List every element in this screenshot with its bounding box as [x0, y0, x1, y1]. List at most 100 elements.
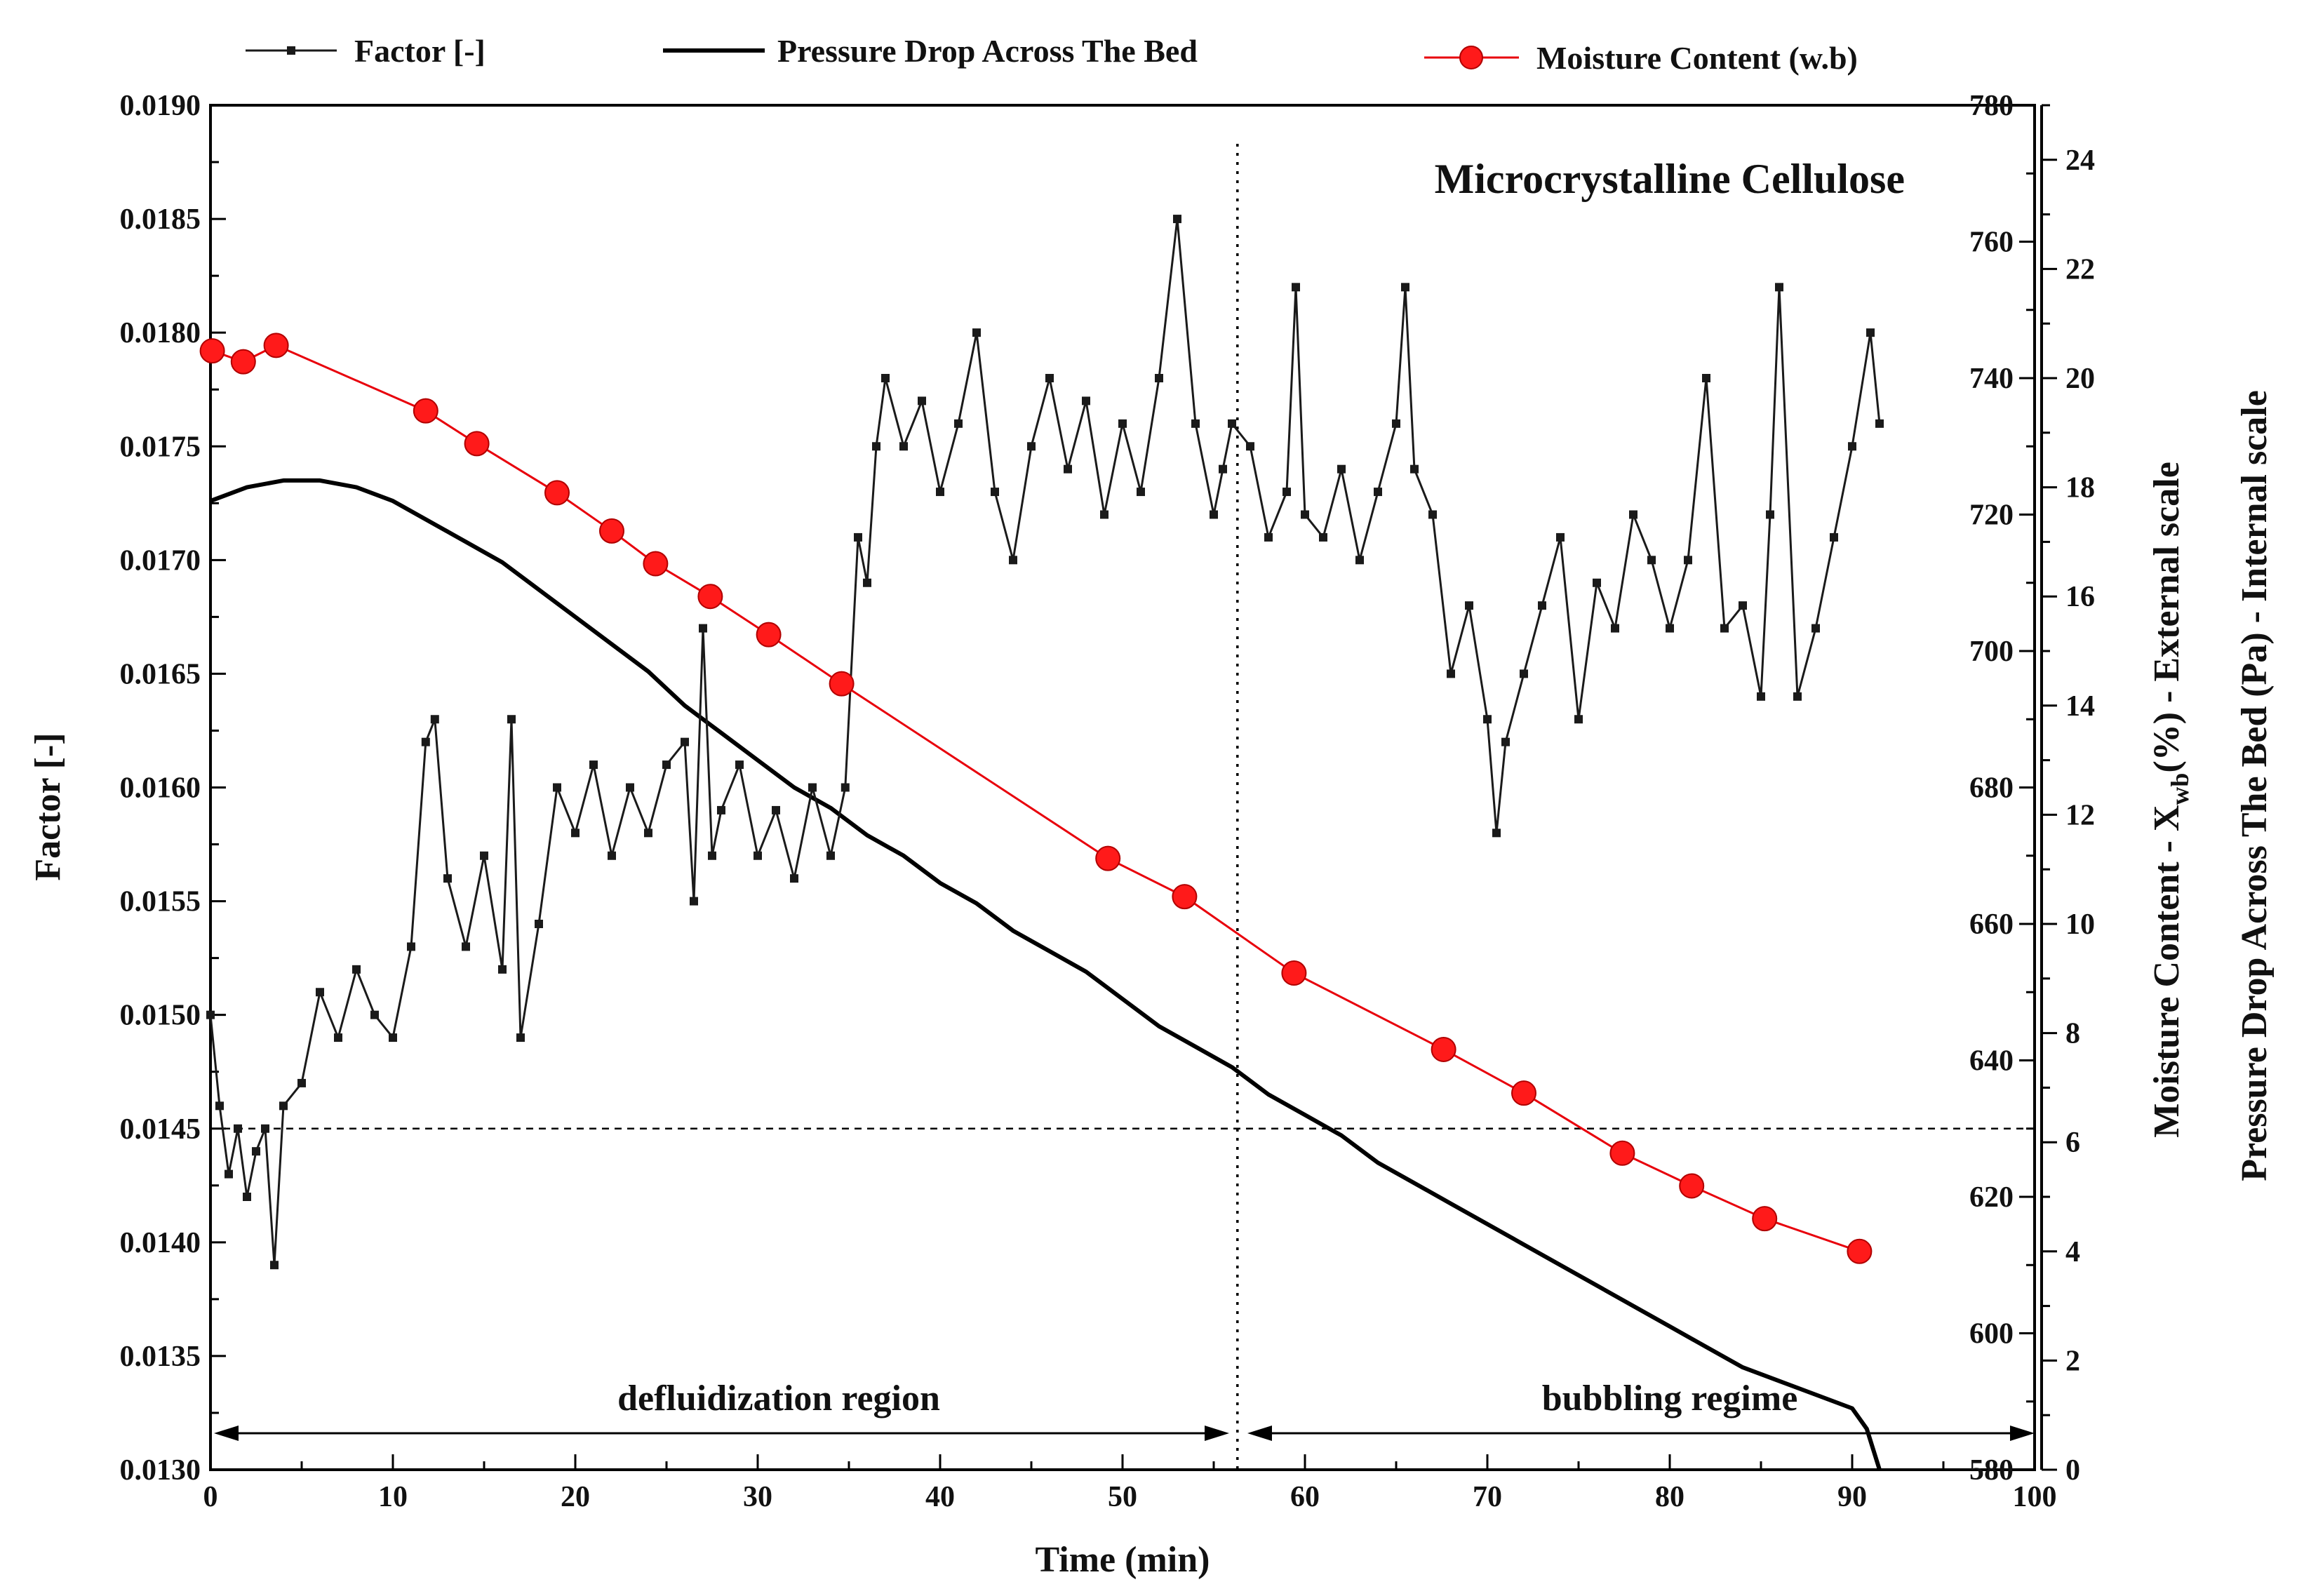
- inner-tick-label: 700: [1969, 636, 2014, 668]
- factor-point: [370, 1010, 379, 1019]
- factor-point: [352, 965, 361, 974]
- plot-title: Microcrystalline Cellulose: [1435, 156, 1905, 202]
- factor-point: [1392, 419, 1400, 428]
- factor-point: [553, 783, 561, 792]
- factor-point: [1319, 532, 1327, 542]
- arrow-bubbling-head-right: [2010, 1426, 2035, 1441]
- factor-point: [954, 419, 963, 428]
- factor-point: [430, 715, 439, 724]
- outer-tick-label: 4: [2065, 1236, 2080, 1268]
- factor-point: [1009, 556, 1017, 565]
- factor-point: [1447, 669, 1455, 678]
- factor-point: [1155, 374, 1163, 382]
- outer-tick-label: 0: [2065, 1454, 2080, 1487]
- factor-point: [1428, 510, 1437, 519]
- factor-point: [1739, 601, 1747, 610]
- factor-point: [1593, 578, 1601, 587]
- left-tick-label: 0.0170: [120, 544, 201, 577]
- x-tick-label: 0: [203, 1481, 218, 1513]
- factor-point: [872, 442, 880, 451]
- legend-item-pressure: Pressure Drop Across The Bed: [663, 33, 1198, 69]
- factor-point: [1027, 442, 1036, 451]
- moisture-point: [413, 398, 438, 424]
- inner-tick-label: 580: [1969, 1454, 2014, 1487]
- outer-axis-title-subscript: wb: [2166, 773, 2194, 805]
- factor-point: [480, 851, 488, 860]
- inner-tick-label: 620: [1969, 1181, 2014, 1214]
- factor-point: [225, 1169, 233, 1179]
- factor-point: [1875, 419, 1884, 428]
- factor-point: [1137, 488, 1145, 497]
- left-tick-label: 0.0135: [120, 1341, 201, 1373]
- factor-point: [270, 1261, 279, 1270]
- outer-tick-label: 8: [2065, 1018, 2080, 1050]
- inner-tick-label: 740: [1969, 363, 2014, 395]
- factor-point: [754, 851, 762, 860]
- moisture-point: [1609, 1140, 1635, 1166]
- moisture-point: [1847, 1238, 1873, 1264]
- factor-point: [1556, 532, 1565, 542]
- factor-point: [279, 1101, 288, 1111]
- outer-tick-label: 24: [2065, 145, 2095, 177]
- moisture-point: [544, 480, 570, 506]
- factor-point: [589, 760, 598, 770]
- factor-point: [1228, 419, 1236, 428]
- outer-axis-title-tail: (%) - External scale: [2147, 462, 2187, 772]
- factor-point: [899, 442, 908, 451]
- legend-item-factor: Factor [-]: [246, 33, 485, 69]
- x-tick-label: 90: [1837, 1481, 1867, 1513]
- factor-point: [881, 374, 890, 382]
- left-tick-label: 0.0160: [120, 772, 201, 805]
- moisture-line: [212, 344, 1860, 1253]
- factor-point: [1647, 556, 1656, 565]
- factor-point: [1064, 464, 1072, 474]
- left-tick-label: 0.0155: [120, 886, 201, 918]
- factor-point: [316, 988, 324, 997]
- x-tick-label: 100: [2013, 1481, 2057, 1513]
- x-tick-label: 20: [561, 1481, 590, 1513]
- factor-point: [772, 805, 780, 814]
- left-tick-label: 0.0180: [120, 317, 201, 349]
- factor-point: [808, 783, 817, 792]
- factor-point: [991, 488, 999, 497]
- factor-point: [1219, 464, 1227, 474]
- factor-point: [389, 1033, 397, 1042]
- factor-point: [1301, 510, 1309, 519]
- moisture-point: [1431, 1036, 1456, 1062]
- outer-axis-title-main: Moisture Content - X: [2147, 805, 2187, 1138]
- factor-point: [1045, 374, 1054, 382]
- inner-tick-label: 660: [1969, 908, 2014, 941]
- moisture-point: [697, 584, 723, 610]
- outer-tick-label: 20: [2065, 363, 2095, 395]
- factor-point: [1337, 464, 1346, 474]
- factor-point: [1720, 624, 1729, 633]
- factor-point: [626, 783, 634, 792]
- factor-point: [608, 851, 616, 860]
- left-tick-label: 0.0145: [120, 1113, 201, 1146]
- moisture-point: [230, 349, 256, 375]
- factor-point: [1355, 556, 1364, 565]
- legend-label-factor: Factor [-]: [354, 33, 485, 69]
- factor-point: [1173, 215, 1181, 224]
- x-tick-label: 40: [925, 1481, 955, 1513]
- factor-point: [1793, 692, 1802, 701]
- factor-point: [1410, 464, 1419, 474]
- inner-axis-title: Pressure Drop Across The Bed (Pa) - Inte…: [2235, 390, 2275, 1181]
- outer-tick-label: 2: [2065, 1345, 2080, 1377]
- region-label-defluidization: defluidization region: [617, 1379, 940, 1419]
- left-tick-label: 0.0150: [120, 1000, 201, 1032]
- factor-line: [209, 217, 1881, 1266]
- factor-point: [1538, 601, 1546, 610]
- factor-point: [1374, 488, 1382, 497]
- factor-point: [206, 1010, 215, 1019]
- plot-frame: [209, 104, 2036, 1471]
- factor-point: [1520, 669, 1528, 678]
- factor-point: [1848, 442, 1856, 451]
- factor-point: [790, 874, 798, 883]
- outer-axis-title: Moisture Content - Xwb(%) - External sca…: [2147, 462, 2194, 1138]
- arrow-defluidization-head-right: [1205, 1426, 1229, 1441]
- factor-point: [1574, 715, 1583, 724]
- legend-swatch-factor-marker: [287, 46, 295, 55]
- moisture-point: [1095, 845, 1121, 871]
